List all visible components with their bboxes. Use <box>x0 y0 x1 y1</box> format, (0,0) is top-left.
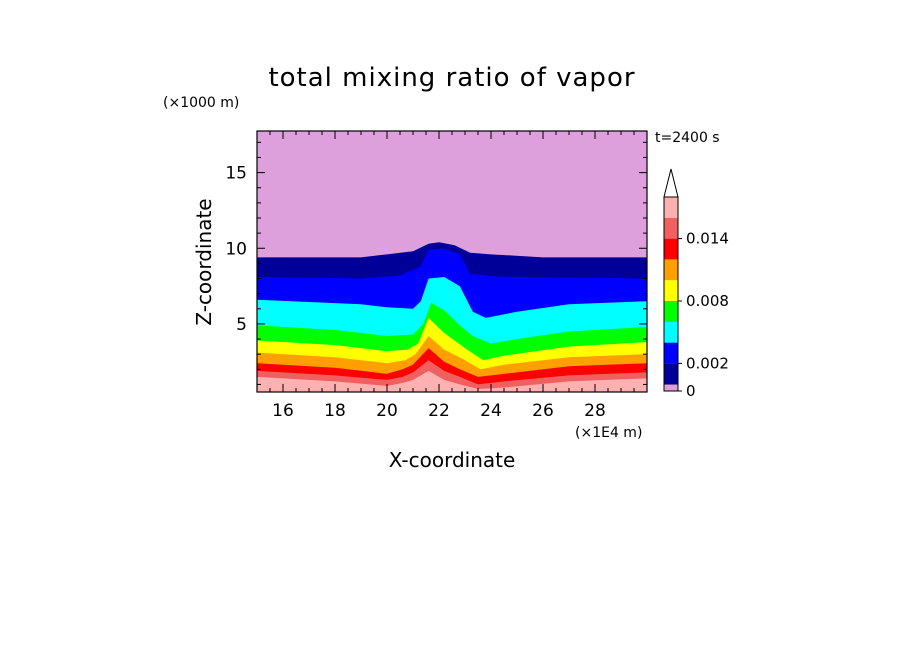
colorbar-tick-label: 0.008 <box>686 292 729 310</box>
contour-band-0.014 <box>257 370 647 392</box>
colorbar-segment-7 <box>664 217 678 239</box>
y-axis-label: Z-coordinate <box>192 198 216 325</box>
colorbar-segment-8 <box>664 197 678 218</box>
y-tick-label: 10 <box>225 239 247 259</box>
colorbar-segment-2 <box>664 321 678 343</box>
colorbar-segment-3 <box>664 301 678 322</box>
time-label: t=2400 s <box>655 130 720 146</box>
colorbar-tick-label: 0.002 <box>686 354 729 372</box>
x-tick-label: 26 <box>532 401 554 421</box>
colorbar-segment-4 <box>664 280 678 302</box>
x-tick-label: 18 <box>324 401 346 421</box>
colorbar-segment-5 <box>664 259 678 281</box>
colorbar-tick-label: 0 <box>686 382 696 400</box>
chart-title: total mixing ratio of vapor <box>268 63 635 93</box>
x-axis-label: X-coordinate <box>389 448 516 472</box>
colorbar: 0 0.002 0.008 0.014 <box>663 168 729 400</box>
y-tick-label: 15 <box>225 164 247 184</box>
plot-area <box>256 130 648 393</box>
x-tick-label: 16 <box>272 401 294 421</box>
colorbar-segment-6 <box>664 238 678 260</box>
x-unit-label: (×1E4 m) <box>575 425 642 441</box>
x-tick-label: 22 <box>428 401 450 421</box>
x-tick-label: 28 <box>584 401 606 421</box>
axis-ticks: 16 18 20 22 24 26 28 5 10 15 <box>225 131 648 421</box>
colorbar-tick-label: 0.014 <box>686 230 729 248</box>
x-tick-label: 24 <box>480 401 502 421</box>
x-tick-label: 20 <box>376 401 398 421</box>
colorbar-extend-arrow <box>663 168 679 198</box>
colorbar-segment-0 <box>664 363 678 385</box>
y-unit-label: (×1000 m) <box>163 95 239 111</box>
colorbar-segment-1 <box>664 342 678 364</box>
colorbar-underflow-box <box>663 383 679 392</box>
y-tick-label: 5 <box>236 315 247 335</box>
